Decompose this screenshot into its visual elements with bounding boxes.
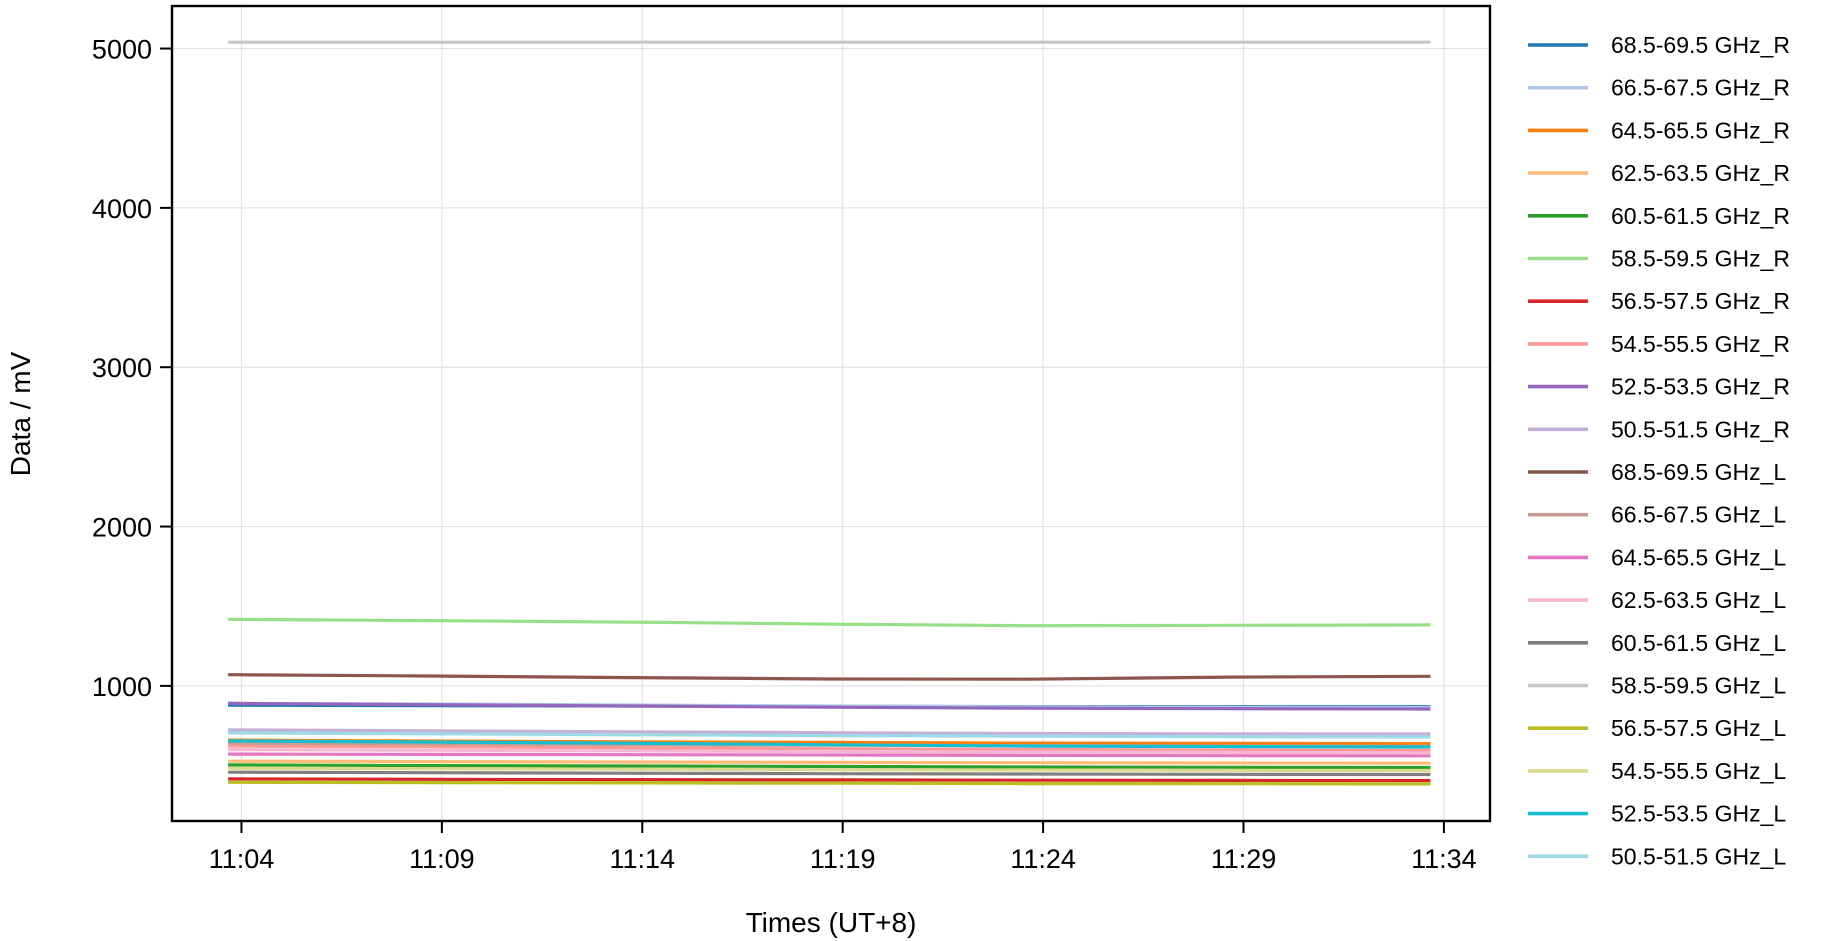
legend-item: 68.5-69.5 GHz_L — [1528, 459, 1786, 485]
x-tick-label: 11:19 — [810, 844, 876, 874]
series-line — [228, 752, 1431, 758]
legend-item: 54.5-55.5 GHz_L — [1528, 758, 1786, 784]
legend-label: 60.5-61.5 GHz_L — [1611, 630, 1786, 656]
legend-item: 56.5-57.5 GHz_L — [1528, 715, 1786, 741]
legend-label: 50.5-51.5 GHz_L — [1611, 843, 1786, 869]
series-line — [228, 673, 1431, 681]
legend-item: 52.5-53.5 GHz_R — [1528, 374, 1790, 400]
legend-label: 66.5-67.5 GHz_R — [1611, 75, 1790, 101]
legend-item: 56.5-57.5 GHz_R — [1528, 288, 1790, 314]
y-tick-label: 2000 — [92, 513, 152, 543]
legend-label: 58.5-59.5 GHz_L — [1611, 673, 1786, 699]
legend-item: 62.5-63.5 GHz_R — [1528, 160, 1790, 186]
legend-item: 64.5-65.5 GHz_L — [1528, 544, 1786, 570]
legend-item: 64.5-65.5 GHz_R — [1528, 117, 1790, 143]
series-line — [228, 780, 1431, 786]
series-line — [228, 763, 1431, 770]
legend-label: 56.5-57.5 GHz_R — [1611, 288, 1790, 314]
legend-label: 62.5-63.5 GHz_R — [1611, 160, 1790, 186]
legend-item: 50.5-51.5 GHz_R — [1528, 416, 1790, 442]
legend-label: 52.5-53.5 GHz_R — [1611, 374, 1790, 400]
legend-label: 56.5-57.5 GHz_L — [1611, 715, 1786, 741]
x-axis: 11:04 11:09 11:14 11:19 11:24 11:29 11:34 — [209, 821, 1477, 874]
legend-label: 62.5-63.5 GHz_L — [1611, 587, 1786, 613]
legend-label: 58.5-59.5 GHz_R — [1611, 246, 1790, 272]
series-line — [228, 777, 1431, 783]
legend-item: 58.5-59.5 GHz_R — [1528, 246, 1790, 272]
x-tick-label: 11:04 — [209, 844, 275, 874]
series-line — [228, 617, 1431, 628]
legend-item: 54.5-55.5 GHz_R — [1528, 331, 1790, 357]
legend-label: 52.5-53.5 GHz_L — [1611, 801, 1786, 827]
legend-item: 66.5-67.5 GHz_L — [1528, 502, 1786, 528]
legend-label: 54.5-55.5 GHz_R — [1611, 331, 1790, 357]
series-line — [228, 739, 1431, 749]
y-tick-label: 5000 — [92, 35, 152, 65]
x-tick-label: 11:34 — [1411, 844, 1477, 874]
series-line — [228, 747, 1431, 755]
legend-item: 62.5-63.5 GHz_L — [1528, 587, 1786, 613]
legend-item: 50.5-51.5 GHz_L — [1528, 843, 1786, 869]
y-tick-label: 3000 — [92, 353, 152, 383]
x-tick-label: 11:29 — [1211, 844, 1277, 874]
legend-item: 60.5-61.5 GHz_R — [1528, 203, 1790, 229]
legend: 68.5-69.5 GHz_R 66.5-67.5 GHz_R 64.5-65.5 … — [1528, 32, 1790, 869]
x-tick-label: 11:14 — [610, 844, 676, 874]
series-line — [228, 701, 1431, 711]
x-axis-label: Times (UT+8) — [746, 907, 917, 938]
y-tick-label: 4000 — [92, 194, 152, 224]
series-line — [228, 731, 1431, 739]
legend-item: 58.5-59.5 GHz_L — [1528, 673, 1786, 699]
grid — [172, 6, 1490, 821]
series-line — [228, 759, 1431, 765]
legend-item: 68.5-69.5 GHz_R — [1528, 32, 1790, 58]
series-line — [228, 744, 1431, 753]
plot-frame — [170, 4, 1492, 823]
legend-label: 66.5-67.5 GHz_L — [1611, 502, 1786, 528]
series-lines — [228, 40, 1431, 786]
y-axis: 1000 2000 3000 4000 5000 — [92, 35, 172, 702]
y-axis-label: Data / mV — [5, 351, 36, 476]
x-tick-label: 11:09 — [409, 844, 475, 874]
legend-label: 68.5-69.5 GHz_R — [1611, 32, 1790, 58]
series-line — [228, 728, 1431, 736]
legend-label: 68.5-69.5 GHz_L — [1611, 459, 1786, 485]
x-tick-label: 11:24 — [1010, 844, 1076, 874]
series-line — [228, 766, 1431, 773]
legend-item: 60.5-61.5 GHz_L — [1528, 630, 1786, 656]
legend-item: 52.5-53.5 GHz_L — [1528, 801, 1786, 827]
legend-label: 64.5-65.5 GHz_L — [1611, 544, 1786, 570]
y-tick-label: 1000 — [92, 672, 152, 702]
legend-label: 54.5-55.5 GHz_L — [1611, 758, 1786, 784]
legend-label: 50.5-51.5 GHz_R — [1611, 416, 1790, 442]
legend-label: 60.5-61.5 GHz_R — [1611, 203, 1790, 229]
legend-label: 64.5-65.5 GHz_R — [1611, 117, 1790, 143]
legend-item: 66.5-67.5 GHz_R — [1528, 75, 1790, 101]
series-line — [228, 770, 1431, 777]
